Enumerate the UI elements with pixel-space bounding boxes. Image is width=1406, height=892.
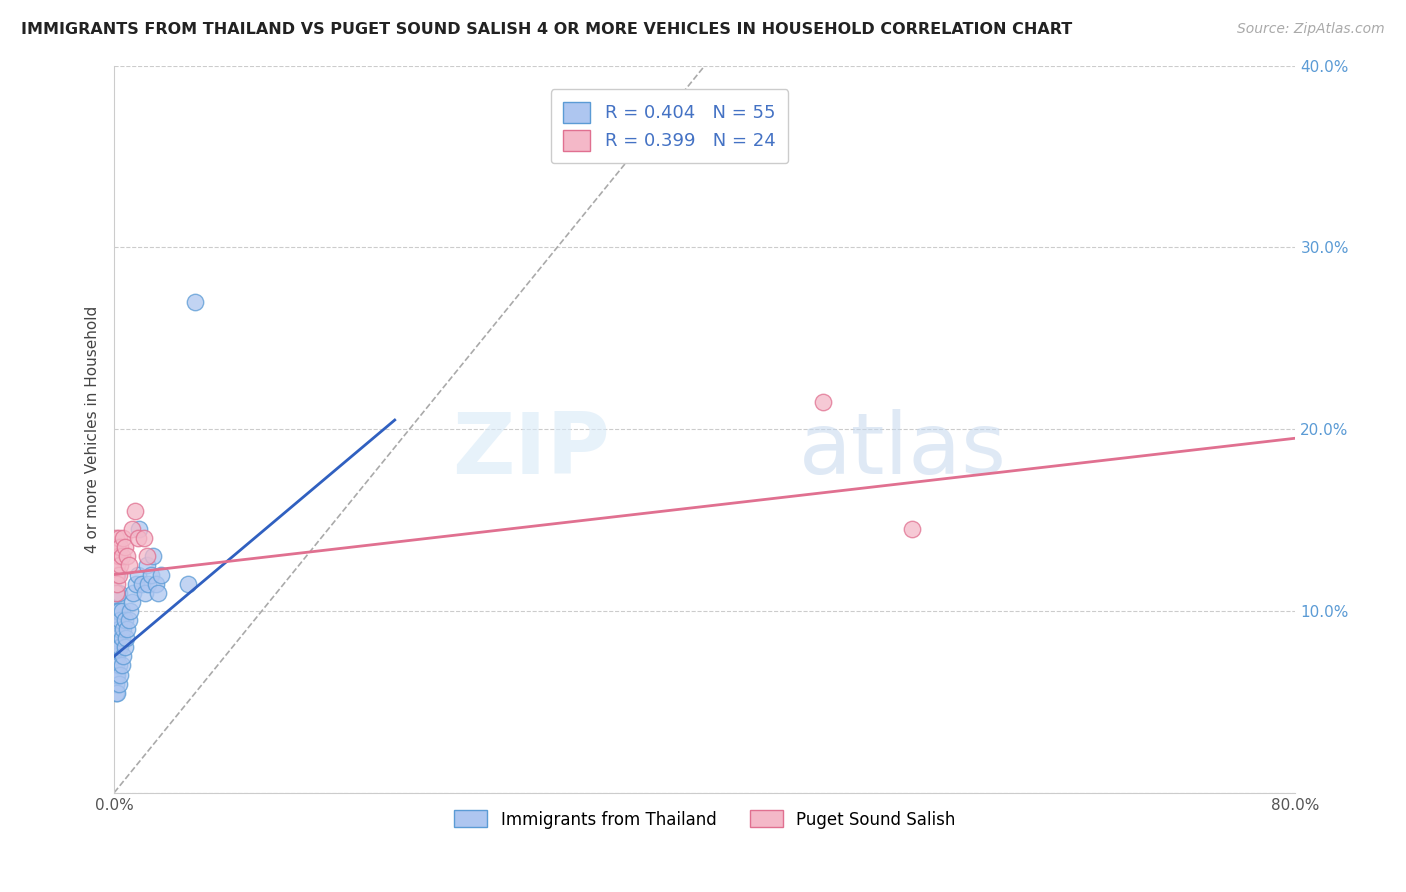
Point	[104, 667, 127, 681]
Point	[104, 567, 127, 582]
Point	[105, 686, 128, 700]
Point	[134, 585, 156, 599]
Point	[105, 613, 128, 627]
Point	[107, 549, 129, 564]
Point	[105, 649, 128, 664]
Point	[136, 576, 159, 591]
Point	[121, 522, 143, 536]
Point	[107, 567, 129, 582]
Text: ZIP: ZIP	[453, 409, 610, 492]
Point	[107, 658, 129, 673]
Point	[131, 576, 153, 591]
Point	[177, 576, 200, 591]
Point	[104, 549, 127, 564]
Point	[132, 531, 155, 545]
Point	[110, 631, 132, 645]
Point	[105, 631, 128, 645]
Point	[127, 567, 149, 582]
Point	[811, 395, 834, 409]
Point	[104, 585, 127, 599]
Point	[105, 567, 128, 582]
Point	[104, 595, 127, 609]
Point	[107, 585, 129, 599]
Point	[107, 676, 129, 690]
Point	[104, 658, 127, 673]
Point	[110, 549, 132, 564]
Point	[104, 622, 127, 636]
Point	[117, 549, 139, 564]
Point	[142, 549, 165, 564]
Point	[114, 541, 136, 555]
Point	[105, 558, 128, 573]
Legend: Immigrants from Thailand, Puget Sound Salish: Immigrants from Thailand, Puget Sound Sa…	[447, 804, 962, 835]
Point	[115, 631, 138, 645]
Point	[118, 558, 141, 573]
Text: atlas: atlas	[800, 409, 1007, 492]
Point	[105, 604, 128, 618]
Point	[107, 531, 129, 545]
Point	[104, 631, 127, 645]
Point	[108, 667, 131, 681]
Point	[150, 567, 173, 582]
Point	[104, 604, 127, 618]
Text: Source: ZipAtlas.com: Source: ZipAtlas.com	[1237, 22, 1385, 37]
Point	[118, 613, 141, 627]
Point	[105, 541, 128, 555]
Point	[145, 576, 167, 591]
Point	[120, 604, 142, 618]
Point	[108, 613, 131, 627]
Point	[112, 531, 135, 545]
Text: IMMIGRANTS FROM THAILAND VS PUGET SOUND SALISH 4 OR MORE VEHICLES IN HOUSEHOLD C: IMMIGRANTS FROM THAILAND VS PUGET SOUND …	[21, 22, 1073, 37]
Point	[112, 649, 135, 664]
Point	[104, 640, 127, 655]
Point	[114, 640, 136, 655]
Point	[127, 531, 149, 545]
Point	[107, 622, 129, 636]
Point	[108, 558, 131, 573]
Point	[108, 541, 131, 555]
Point	[105, 667, 128, 681]
Point	[148, 585, 170, 599]
Point	[135, 549, 157, 564]
Point	[110, 604, 132, 618]
Point	[184, 294, 207, 309]
Point	[107, 604, 129, 618]
Point	[108, 640, 131, 655]
Point	[105, 585, 128, 599]
Point	[124, 504, 146, 518]
Point	[114, 613, 136, 627]
Point	[104, 676, 127, 690]
Point	[139, 567, 162, 582]
Y-axis label: 4 or more Vehicles in Household: 4 or more Vehicles in Household	[86, 305, 100, 553]
Point	[105, 576, 128, 591]
Point	[107, 640, 129, 655]
Point	[104, 686, 127, 700]
Point	[104, 649, 127, 664]
Point	[104, 531, 127, 545]
Point	[900, 522, 922, 536]
Point	[125, 576, 148, 591]
Point	[121, 595, 143, 609]
Point	[112, 622, 135, 636]
Point	[104, 613, 127, 627]
Point	[117, 622, 139, 636]
Point	[135, 558, 157, 573]
Point	[110, 658, 132, 673]
Point	[128, 522, 150, 536]
Point	[122, 585, 145, 599]
